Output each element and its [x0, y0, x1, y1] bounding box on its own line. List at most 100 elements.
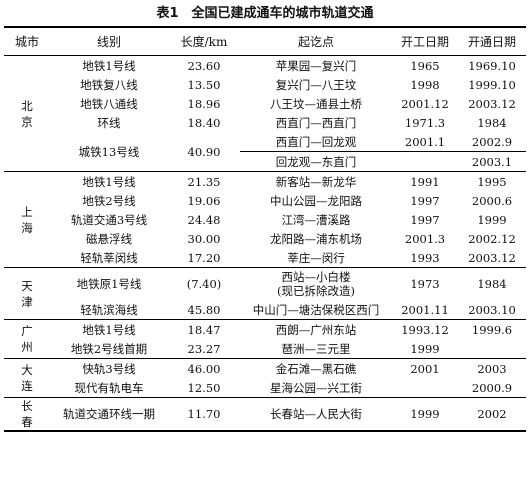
city-cell: 天津: [4, 267, 50, 320]
table-row: 磁悬浮线 30.00 龙阳路—浦东机场 2001.3 2002.12: [4, 229, 526, 248]
start-date: [392, 378, 458, 398]
header-open-date: 开通日期: [458, 26, 526, 56]
start-date: 1999: [392, 397, 458, 432]
line-name: 轨道交通环线一期: [50, 397, 168, 432]
open-date: 1999: [477, 212, 507, 227]
line-name: 地铁复八线: [80, 77, 138, 92]
endpoints: 江湾—漕溪路: [281, 212, 351, 227]
start-date: 2001.3: [404, 231, 446, 246]
length: 23.60: [168, 55, 240, 75]
table-row: 广州地铁1号线 18.47 西朗—广州东站 1993.12 1999.6: [4, 319, 526, 359]
header-line: 线别: [50, 26, 168, 56]
header-row: 城市 线别 长度/km 起讫点 开工日期 开通日期: [4, 26, 526, 56]
start-date: [392, 151, 458, 172]
length: 18.47: [168, 319, 240, 339]
line-name: 地铁2号线首期: [70, 341, 148, 356]
open-date: 2003.10: [468, 302, 516, 317]
table-row: 长春轨道交通环线一期 11.70 长春站—人民大街 1999 2002: [4, 397, 526, 432]
open-date: 1969.10: [458, 55, 526, 75]
line-name: 环线: [97, 115, 121, 130]
line-name: 磁悬浮线: [86, 231, 132, 246]
table-row: 轻轨滨海线 45.80 中山门—塘沽保税区西门 2001.11 2003.10: [4, 300, 526, 320]
length: 12.50: [187, 380, 221, 395]
table-row: 大连快轨3号线 46.00 金石滩—黑石礁 2001 2003: [4, 358, 526, 398]
endpoints: 金石滩—黑石礁: [240, 358, 392, 378]
start-date: 1991: [392, 171, 458, 191]
endpoints: 回龙观—东直门: [240, 151, 392, 172]
table-row: 环线 18.40 西直门—西直门 1971.3 1984: [4, 113, 526, 132]
length: 18.40: [187, 115, 221, 130]
open-date: [458, 339, 526, 359]
endpoints: 中山公园—龙阳路: [270, 193, 362, 208]
start-date: 1997: [410, 193, 440, 208]
endpoints: 八王坟—通县土桥: [270, 96, 362, 111]
open-date: 1999.10: [468, 77, 516, 92]
line-name: 轻轨莘闵线: [80, 250, 138, 265]
table-row: 北京地铁1号线 23.60 苹果园—复兴门 1965 1969.10: [4, 55, 526, 172]
header-start-date: 开工日期: [392, 26, 458, 56]
endpoints: 西直门—西直门: [275, 115, 357, 130]
length: 30.00: [187, 231, 221, 246]
length: 13.50: [187, 77, 221, 92]
open-date: 2003: [458, 358, 526, 378]
table-row: 回龙观—东直门 2003.1: [4, 151, 526, 172]
length: 11.70: [168, 397, 240, 432]
line-name: 快轨3号线: [50, 358, 168, 378]
endpoints: 西朗—广州东站: [240, 319, 392, 339]
length: 19.06: [187, 193, 221, 208]
header-endpoints: 起讫点: [240, 26, 392, 56]
length: 17.20: [187, 250, 221, 265]
city-cell: 上海: [4, 171, 50, 268]
line-name: 地铁1号线: [50, 319, 168, 339]
table-title: 表1 全国已建成通车的城市轨道交通: [156, 6, 374, 21]
line-name: 轻轨滨海线: [80, 302, 138, 317]
city-cell: 长春: [4, 397, 50, 432]
line-name: 地铁1号线: [50, 171, 168, 191]
length: 24.48: [187, 212, 221, 227]
header-city: 城市: [4, 26, 50, 56]
line-name: 地铁八通线: [80, 96, 138, 111]
table-row: 现代有轨电车 12.50 星海公园—兴工街 2000.9: [4, 378, 526, 398]
table-row: 上海地铁1号线 21.35 新客站—新龙华 1991 1995: [4, 171, 526, 268]
start-date: 1993.12: [392, 319, 458, 339]
open-date: 2003.12: [468, 96, 516, 111]
table-row: 城铁13号线 40.90 西直门—回龙观 2001.1 2002.9: [4, 132, 526, 159]
start-date: 2001.12: [401, 96, 449, 111]
length: 21.35: [168, 171, 240, 191]
start-date: 1973: [392, 267, 458, 300]
start-date: 2001.11: [401, 302, 449, 317]
endpoints: 长春站—人民大街: [240, 397, 392, 432]
length: 40.90: [187, 144, 221, 159]
endpoints: 龙阳路—浦东机场: [270, 231, 362, 246]
start-date: 1998: [410, 77, 440, 92]
table-row: 地铁2号线 19.06 中山公园—龙阳路 1997 2000.6: [4, 191, 526, 210]
length: 46.00: [168, 358, 240, 378]
open-date: 1995: [458, 171, 526, 191]
length: 45.80: [187, 302, 221, 317]
start-date: 2001: [392, 358, 458, 378]
length: (7.40): [168, 267, 240, 300]
endpoints: 新客站—新龙华: [240, 171, 392, 191]
endpoints: 星海公园—兴工街: [270, 380, 362, 395]
open-date: 2002: [458, 397, 526, 432]
metro-table: 城市 线别 长度/km 起讫点 开工日期 开通日期 北京地铁1号线 23.60 苹果…: [4, 26, 526, 432]
line-name: 地铁1号线: [50, 55, 168, 75]
length: 23.27: [187, 341, 221, 356]
table-row: 天津地铁原1号线 (7.40) 西站—小白楼 (现已拆除改造) 1973 1984: [4, 267, 526, 320]
endpoints: 苹果园—复兴门: [240, 55, 392, 75]
endpoints: 莘庄—闵行: [287, 250, 345, 265]
open-date: 2002.9: [471, 134, 513, 149]
endpoints: 西直门—回龙观: [275, 134, 357, 149]
table-row: 地铁2号线首期 23.27 琶洲—三元里 1999: [4, 339, 526, 359]
open-date: 2000.9: [471, 380, 513, 395]
line-name: 现代有轨电车: [74, 380, 144, 395]
table-row: 地铁复八线 13.50 复兴门—八王坟 1998 1999.10: [4, 75, 526, 94]
open-date: 1984: [477, 115, 507, 130]
length: 18.96: [187, 96, 221, 111]
city-cell: 大连: [4, 358, 50, 398]
start-date: 2001.1: [404, 134, 446, 149]
start-date: 1965: [392, 55, 458, 75]
table-row: 轻轨莘闵线 17.20 莘庄—闵行 1993 2003.12: [4, 248, 526, 268]
header-length: 长度/km: [168, 26, 240, 56]
city-cell: 北京: [4, 55, 50, 172]
